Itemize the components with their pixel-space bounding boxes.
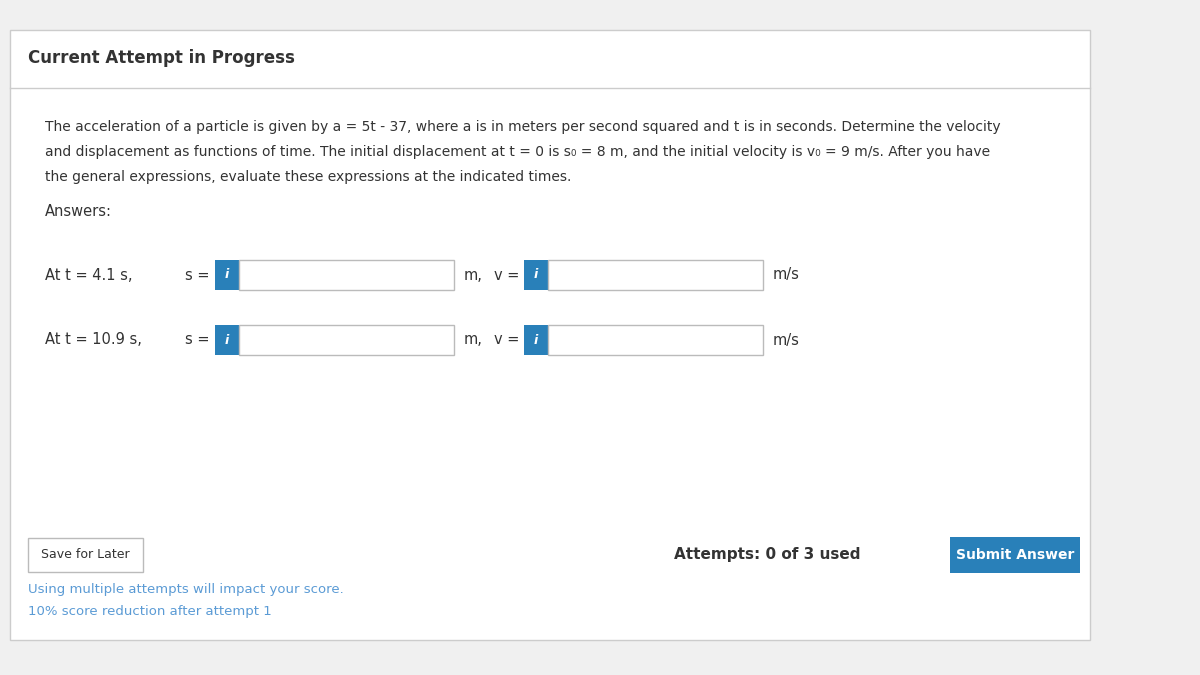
Text: 10% score reduction after attempt 1: 10% score reduction after attempt 1: [28, 605, 271, 618]
Text: Save for Later: Save for Later: [41, 549, 130, 562]
Text: i: i: [534, 333, 538, 346]
Text: Using multiple attempts will impact your score.: Using multiple attempts will impact your…: [28, 583, 343, 597]
Bar: [524, 260, 548, 290]
Text: v =: v =: [494, 267, 520, 283]
Bar: [950, 537, 1080, 573]
Bar: [524, 325, 548, 355]
Text: The acceleration of a particle is given by a = 5t - 37, where a is in meters per: The acceleration of a particle is given …: [46, 120, 1001, 134]
Text: Answers:: Answers:: [46, 205, 112, 219]
Text: Attempts: 0 of 3 used: Attempts: 0 of 3 used: [673, 547, 860, 562]
Text: i: i: [224, 333, 229, 346]
Text: Current Attempt in Progress: Current Attempt in Progress: [28, 49, 295, 67]
Text: v =: v =: [494, 333, 520, 348]
Bar: [239, 325, 454, 355]
Bar: [239, 260, 454, 290]
Text: m,: m,: [464, 267, 482, 283]
Text: s =: s =: [185, 333, 210, 348]
Text: and displacement as functions of time. The initial displacement at t = 0 is s₀ =: and displacement as functions of time. T…: [46, 145, 990, 159]
Text: s =: s =: [185, 267, 210, 283]
Bar: [215, 325, 239, 355]
Text: m/s: m/s: [773, 333, 800, 348]
Bar: [28, 538, 143, 572]
Bar: [548, 260, 763, 290]
Text: m/s: m/s: [773, 267, 800, 283]
Bar: [548, 325, 763, 355]
Text: i: i: [224, 269, 229, 281]
Text: At t = 4.1 s,: At t = 4.1 s,: [46, 267, 132, 283]
Text: m,: m,: [464, 333, 482, 348]
Text: i: i: [534, 269, 538, 281]
Text: At t = 10.9 s,: At t = 10.9 s,: [46, 333, 142, 348]
Text: the general expressions, evaluate these expressions at the indicated times.: the general expressions, evaluate these …: [46, 170, 571, 184]
Text: Submit Answer: Submit Answer: [956, 548, 1074, 562]
Bar: [215, 260, 239, 290]
